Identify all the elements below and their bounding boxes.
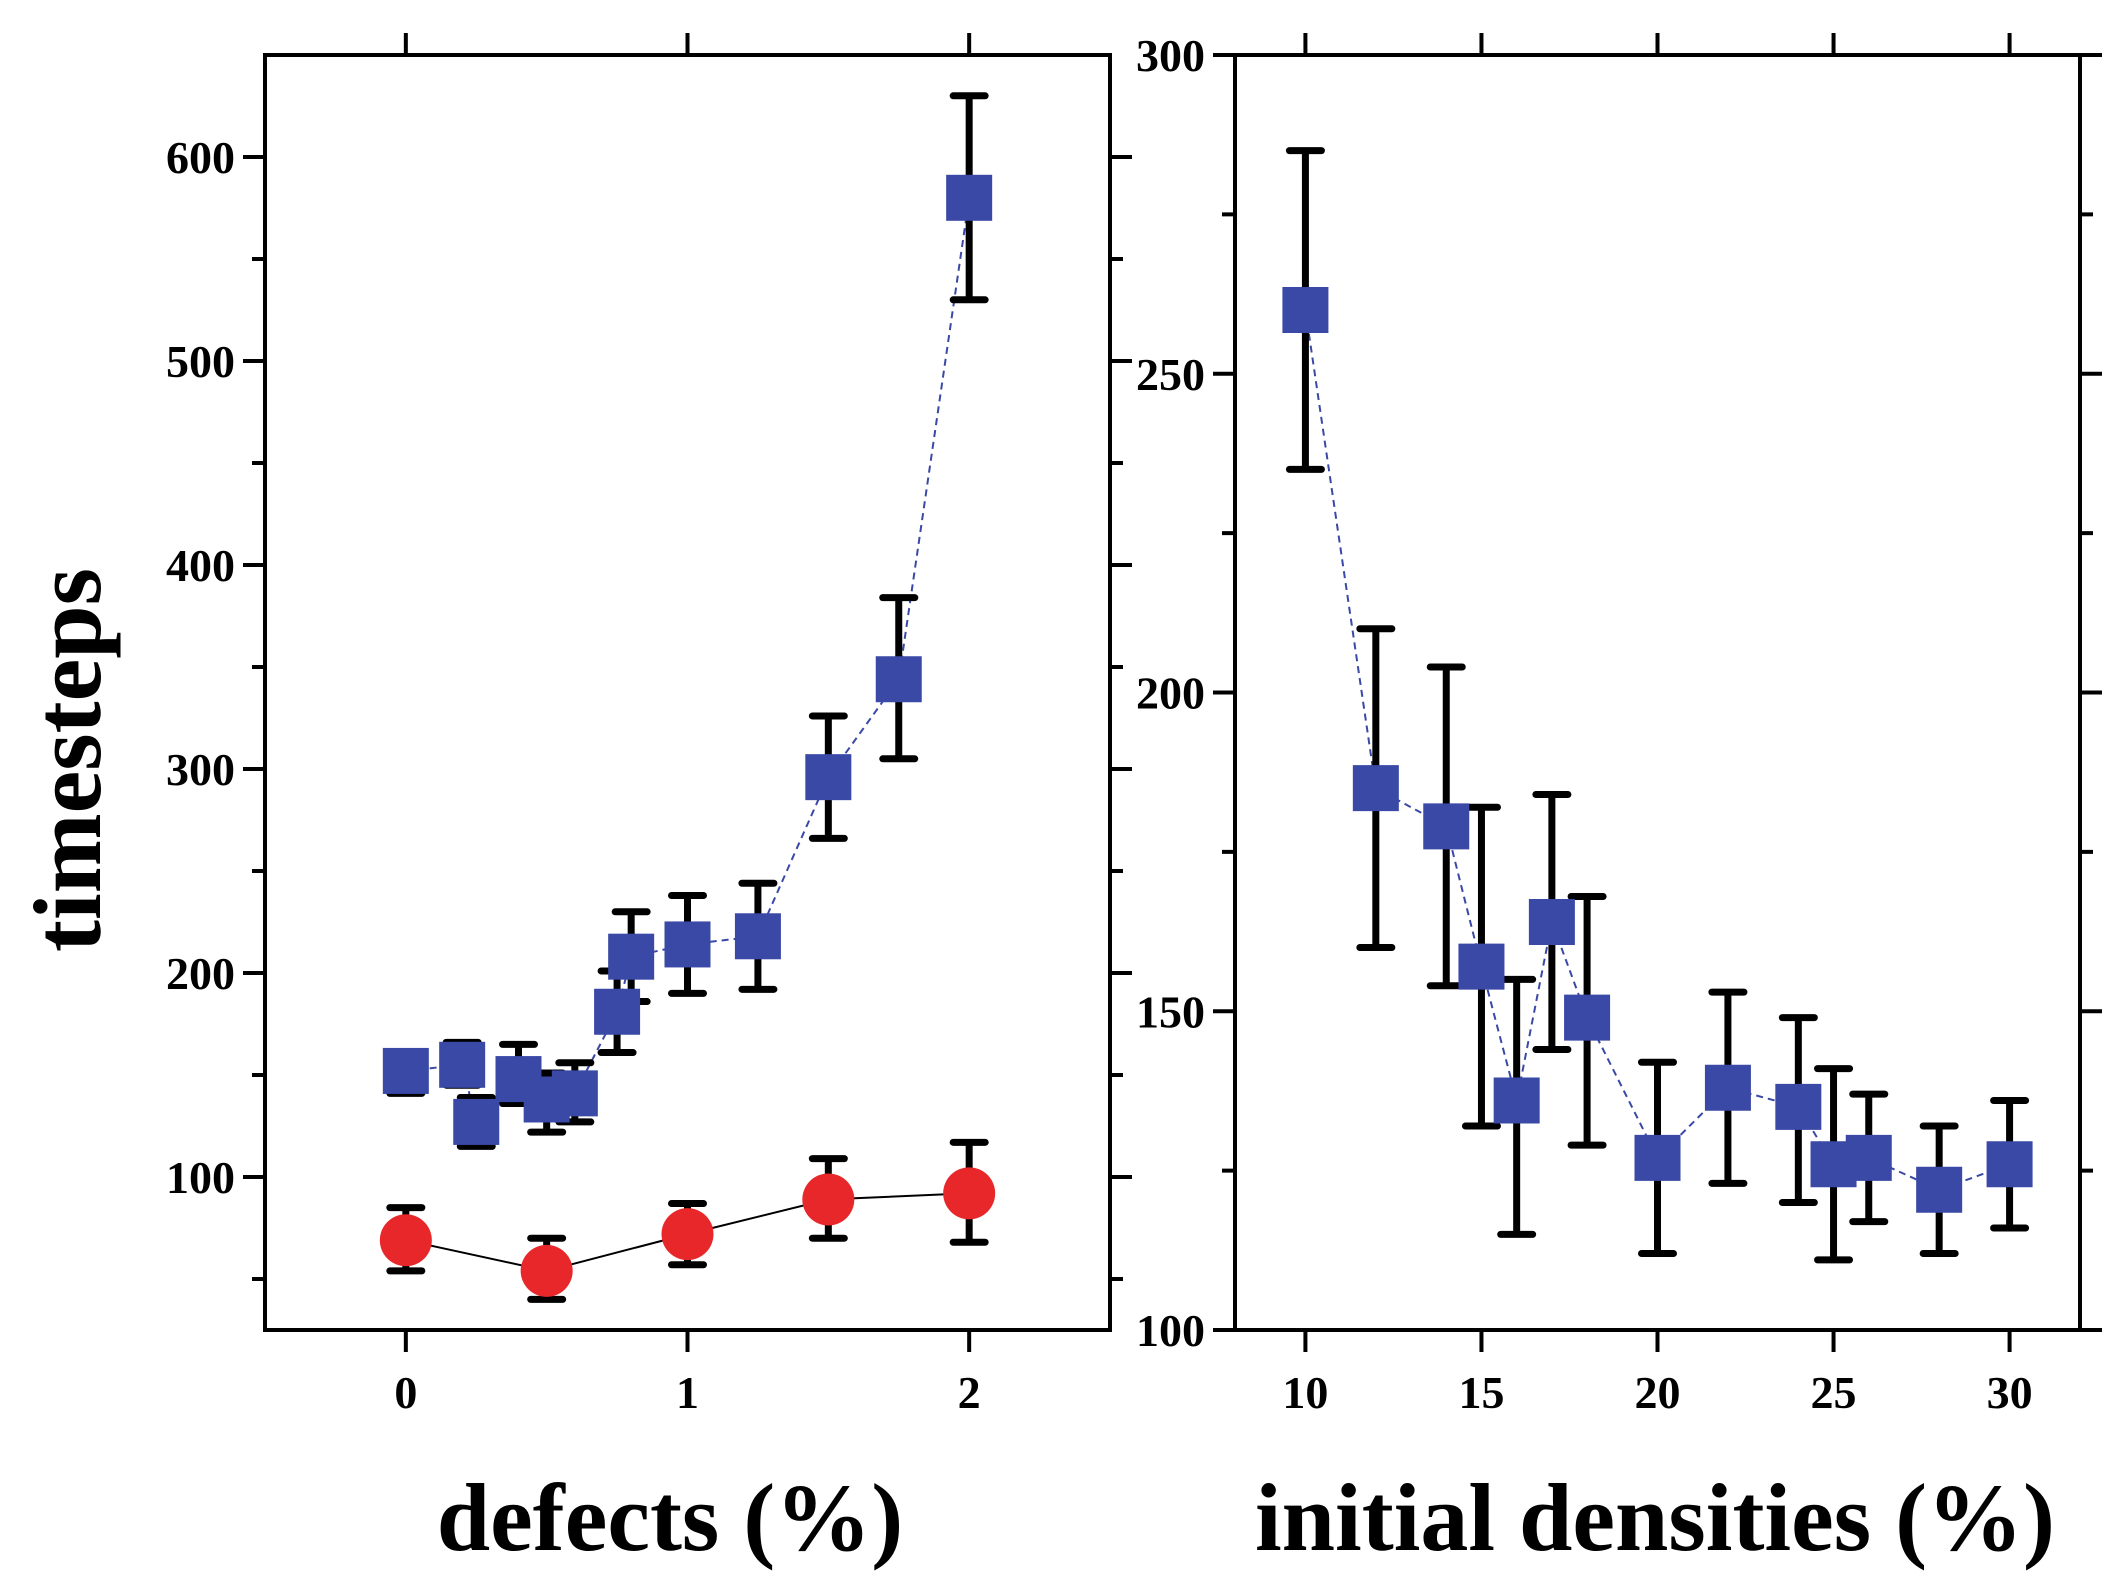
left-square-marker bbox=[453, 1098, 500, 1145]
left-circle-marker bbox=[802, 1173, 855, 1226]
right-axis-ticks bbox=[1213, 33, 2102, 1352]
right-square-marker bbox=[1458, 943, 1505, 990]
left-square-marker bbox=[551, 1070, 598, 1117]
right-x-tick-label: 30 bbox=[1987, 1367, 2033, 1418]
left-y-tick-label: 500 bbox=[166, 336, 235, 387]
left-y-tick-label: 600 bbox=[166, 132, 235, 183]
left-square-marker bbox=[875, 656, 922, 703]
right-y-tick-label: 300 bbox=[1136, 30, 1205, 81]
left-square-marker bbox=[734, 913, 781, 960]
left-plot-frame bbox=[263, 53, 1112, 1332]
right-panel: 100 150 200 250 300 10 15 20 25 30 initial densit… bbox=[1136, 30, 2102, 1571]
right-x-tick-label: 10 bbox=[1282, 1367, 1328, 1418]
right-x-tick-label: 25 bbox=[1811, 1367, 1857, 1418]
right-y-tick-label: 150 bbox=[1136, 986, 1205, 1037]
left-y-tick-label: 200 bbox=[166, 948, 235, 999]
right-error-bars bbox=[1285, 147, 2030, 1264]
left-y-tick-label: 300 bbox=[166, 744, 235, 795]
right-y-tick-label: 200 bbox=[1136, 668, 1205, 719]
left-circle-marker bbox=[943, 1167, 996, 1220]
left-axis-ticks bbox=[243, 33, 1132, 1352]
right-markers bbox=[1282, 287, 2033, 1213]
right-y-tick-label: 100 bbox=[1136, 1305, 1205, 1356]
right-x-axis-title: initial densities (%) bbox=[1255, 1464, 2055, 1571]
right-square-marker bbox=[1282, 287, 1329, 333]
left-square-marker bbox=[594, 988, 641, 1035]
left-square-marker bbox=[382, 1047, 429, 1094]
left-square-marker bbox=[608, 933, 655, 980]
left-x-tick-label: 0 bbox=[394, 1367, 417, 1418]
right-square-marker bbox=[1845, 1134, 1892, 1181]
right-x-tick-label: 15 bbox=[1458, 1367, 1504, 1418]
right-square-marker bbox=[1528, 899, 1575, 945]
left-square-marker bbox=[439, 1041, 486, 1088]
left-x-tick-label: 2 bbox=[958, 1367, 981, 1418]
right-x-tick-label: 20 bbox=[1635, 1367, 1681, 1418]
right-square-marker bbox=[1704, 1064, 1751, 1111]
left-circle-marker bbox=[520, 1244, 573, 1297]
right-tick-labels: 100 150 200 250 300 10 15 20 25 30 bbox=[1136, 30, 2033, 1418]
right-square-marker bbox=[1916, 1166, 1963, 1213]
right-square-marker bbox=[1493, 1077, 1540, 1124]
right-square-marker bbox=[1352, 765, 1399, 812]
left-y-tick-label: 400 bbox=[166, 540, 235, 591]
left-x-axis-title: defects (%) bbox=[437, 1464, 903, 1571]
left-square-marker bbox=[946, 174, 993, 221]
right-square-marker bbox=[1423, 803, 1470, 850]
y-axis-title: timesteps bbox=[14, 568, 121, 952]
right-square-marker bbox=[1986, 1141, 2033, 1188]
right-square-marker bbox=[1775, 1083, 1822, 1130]
left-y-tick-label: 100 bbox=[166, 1152, 235, 1203]
right-squares-line bbox=[1304, 309, 2010, 1191]
left-tick-labels: 100 200 300 400 500 600 0 1 2 bbox=[166, 132, 981, 1418]
right-square-marker bbox=[1634, 1134, 1681, 1181]
left-circle-marker bbox=[661, 1208, 714, 1261]
right-square-marker bbox=[1564, 994, 1611, 1041]
right-connecting-lines bbox=[1304, 309, 2010, 1191]
right-y-tick-label: 250 bbox=[1136, 349, 1205, 400]
left-markers bbox=[379, 174, 996, 1297]
left-circle-marker bbox=[379, 1214, 432, 1267]
left-square-marker bbox=[805, 754, 852, 801]
left-square-marker bbox=[664, 921, 711, 968]
left-x-tick-label: 1 bbox=[676, 1367, 699, 1418]
left-panel: 100 200 300 400 500 600 0 1 2 defects (%) timest… bbox=[14, 33, 1132, 1571]
